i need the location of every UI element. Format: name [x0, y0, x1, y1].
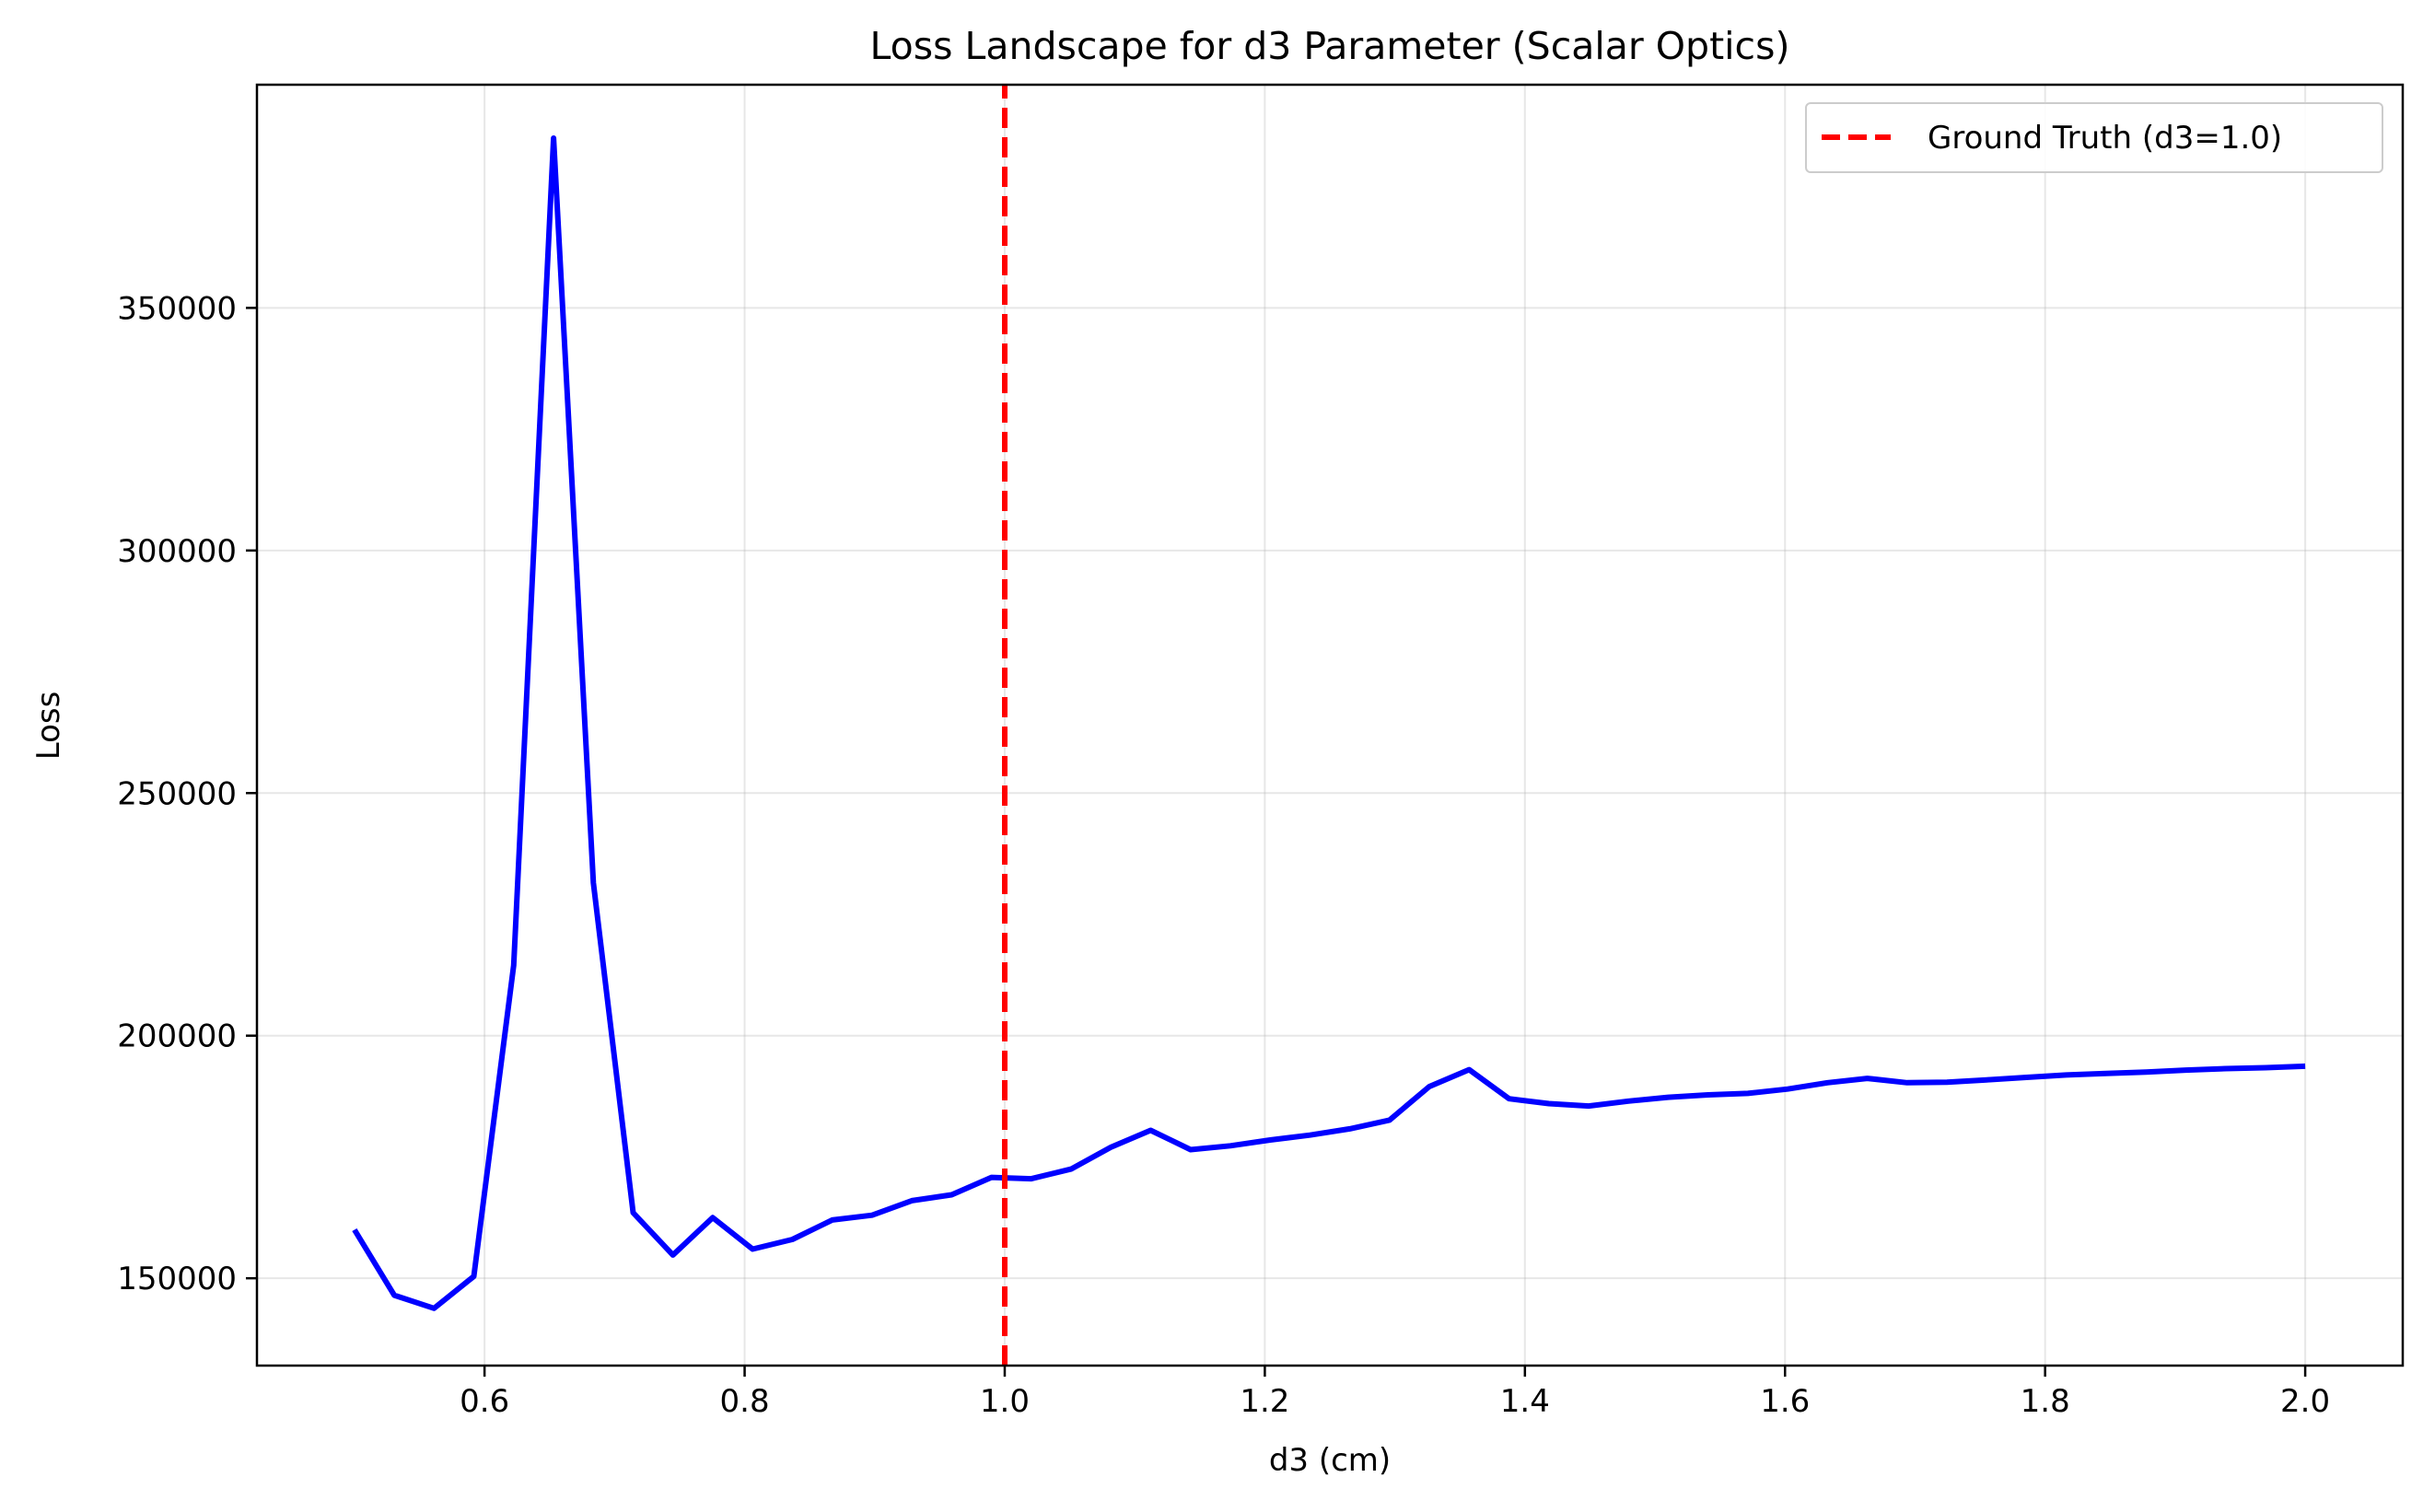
x-tick-label: 1.2 — [1240, 1383, 1289, 1420]
x-tick-label: 1.6 — [1760, 1383, 1810, 1420]
x-tick-label: 1.4 — [1500, 1383, 1550, 1420]
x-tick-label: 1.8 — [2021, 1383, 2070, 1420]
x-tick-label: 2.0 — [2280, 1383, 2330, 1420]
tick-layer: 0.6 0.8 1.0 1.2 1.4 1.6 1.8 2.0 150000 200000 2500… — [117, 290, 2330, 1420]
x-axis-label: d3 (cm) — [1269, 1442, 1391, 1479]
y-axis-label: Loss — [30, 692, 67, 761]
series-layer — [352, 85, 2306, 1366]
y-tick-label: 300000 — [117, 533, 237, 570]
x-tick-label: 1.0 — [980, 1383, 1030, 1420]
loss-curve-line — [352, 135, 2306, 1311]
legend-box — [1805, 102, 2383, 173]
x-tick-label: 0.6 — [460, 1383, 509, 1420]
y-tick-label: 250000 — [117, 775, 237, 812]
plot-frame — [255, 83, 2405, 1367]
legend-label-ground-truth: Ground Truth (d3=1.0) — [1928, 120, 2282, 157]
y-tick-label: 350000 — [117, 290, 237, 327]
y-tick-label: 150000 — [117, 1261, 237, 1297]
legend: Ground Truth (d3=1.0) — [1805, 102, 2383, 173]
x-tick-label: 0.8 — [720, 1383, 770, 1420]
chart-title: Loss Landscape for d3 Parameter (Scalar … — [870, 24, 1790, 68]
y-tick-label: 200000 — [117, 1018, 237, 1055]
grid-layer — [257, 85, 2403, 1366]
